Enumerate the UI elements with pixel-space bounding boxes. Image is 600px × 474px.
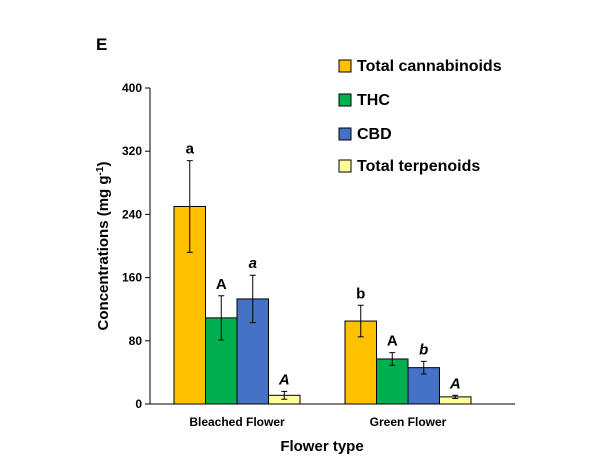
y-axis-title-sup: -1 — [95, 166, 106, 175]
x-axis-title: Flower type — [280, 438, 363, 455]
y-tick-label: 160 — [122, 271, 142, 285]
legend-swatch-cbd — [338, 127, 352, 141]
legend-label-cbd: CBD — [357, 126, 392, 143]
panel-label: E — [96, 35, 107, 54]
significance-label-thc-bleached-flower: A — [216, 276, 227, 293]
y-tick-label: 320 — [122, 144, 142, 158]
significance-label-cbd-green-flower: b — [419, 341, 428, 358]
error-bars — [186, 160, 459, 400]
significance-label-thc-green-flower: A — [387, 333, 398, 350]
y-ticks: 0 80 160 240 320 400 — [122, 81, 150, 411]
legend-swatch-total-terpenoids — [338, 159, 352, 173]
x-category-label: Bleached Flower — [189, 415, 285, 429]
y-tick-label: 400 — [122, 81, 142, 95]
significance-labels: a Aa Ab Ab A — [186, 141, 461, 393]
significance-label-cbd-bleached-flower: a — [249, 255, 257, 272]
significance-label-total-cannabinoids-bleached-flower: a — [186, 141, 195, 158]
legend-label-total-terpenoids: Total terpenoids — [357, 158, 480, 175]
y-tick-label: 0 — [135, 397, 142, 411]
significance-label-total-terpenoids-bleached-flower: A — [278, 371, 290, 388]
y-tick-label: 240 — [122, 207, 142, 221]
y-tick-label: 80 — [129, 334, 143, 348]
legend-swatch-thc — [338, 93, 352, 107]
legend: Total cannabinoids THC CBD Total terpeno… — [338, 58, 502, 175]
y-axis-title-main: Concentrations (mg g — [95, 175, 112, 330]
y-axis-title-close: ) — [95, 162, 112, 167]
y-axis-title: Concentrations (mg g-1) — [95, 162, 112, 331]
significance-label-total-terpenoids-green-flower: A — [449, 375, 461, 392]
x-category-label: Green Flower — [370, 415, 447, 429]
significance-label-total-cannabinoids-green-flower: b — [356, 285, 365, 302]
legend-label-total-cannabinoids: Total cannabinoids — [357, 58, 502, 75]
legend-label-thc: THC — [357, 92, 390, 109]
x-categories: Bleached Flower Green Flower — [189, 415, 446, 429]
legend-swatch-total-cannabinoids — [338, 59, 352, 73]
